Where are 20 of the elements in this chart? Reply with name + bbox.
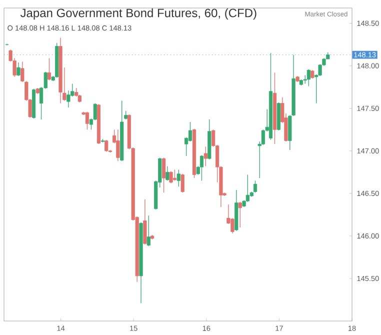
candlestick bbox=[176, 169, 180, 187]
candlestick bbox=[238, 202, 242, 228]
candlestick bbox=[146, 215, 150, 246]
candlestick bbox=[253, 180, 258, 193]
candlestick bbox=[16, 62, 20, 76]
candlestick bbox=[104, 139, 108, 152]
candlestick bbox=[85, 111, 90, 130]
candlestick bbox=[180, 174, 184, 193]
candlestick bbox=[204, 146, 208, 167]
candlestick bbox=[200, 154, 204, 181]
candlestick bbox=[143, 199, 147, 245]
chart-title: Japan Government Bond Futures, 60, (CFD) bbox=[20, 8, 256, 20]
candlestick bbox=[169, 170, 173, 184]
candlestick bbox=[162, 157, 166, 193]
candlestick bbox=[47, 58, 52, 81]
candlestick bbox=[188, 122, 192, 142]
candlestick bbox=[306, 68, 310, 87]
candlestick bbox=[116, 129, 120, 162]
candlestick bbox=[172, 169, 177, 181]
candlestick bbox=[166, 166, 170, 181]
